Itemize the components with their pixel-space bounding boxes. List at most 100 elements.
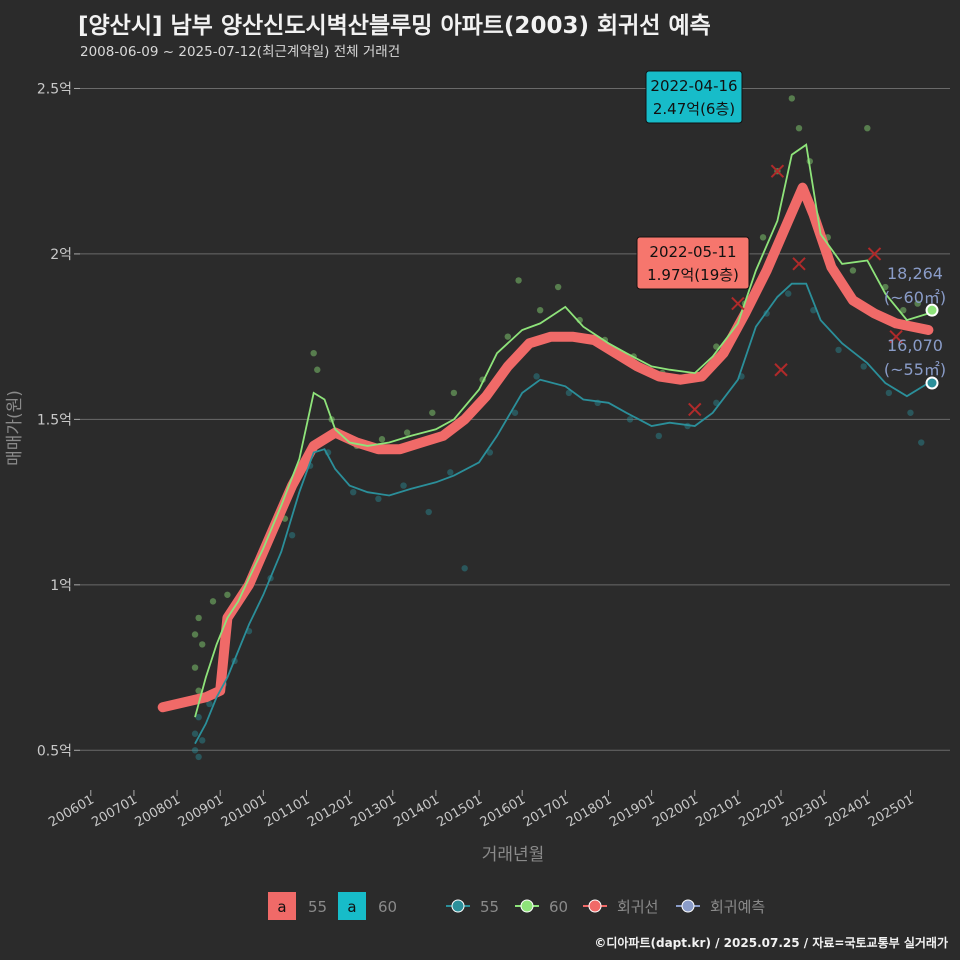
legend-line-label: 회귀예측 bbox=[710, 898, 765, 916]
legend-fill-label: 55 bbox=[308, 898, 327, 916]
end-label-price: 18,264 bbox=[887, 264, 943, 283]
scatter-point-60 bbox=[191, 631, 199, 638]
legend-line-dot bbox=[520, 899, 534, 913]
scatter-point-55 bbox=[918, 439, 925, 446]
outlier-mark bbox=[688, 402, 702, 417]
scatter-point-60 bbox=[378, 436, 386, 443]
end-label-area: (~60㎡) bbox=[884, 288, 946, 307]
callout-box bbox=[636, 236, 750, 290]
y-tick-label: 2.5억 bbox=[37, 81, 72, 97]
x-tick-labels: 2006012007012008012009012010012011012012… bbox=[46, 792, 916, 830]
series-lines bbox=[157, 143, 934, 745]
legend-fill-label: 60 bbox=[378, 898, 397, 916]
scatter-point-55 bbox=[713, 399, 720, 407]
x-tick-label: 201501 bbox=[435, 792, 485, 830]
legend-line-dot bbox=[588, 899, 602, 913]
scatter-point-60 bbox=[759, 234, 767, 241]
legend: a 55 a 60 55 60 회귀선 회귀예측 bbox=[268, 892, 765, 920]
y-axis-label: 매매가(원) bbox=[5, 390, 25, 466]
legend-line-dot bbox=[451, 899, 465, 913]
scatter-point-55 bbox=[486, 449, 494, 456]
scatter-point-55 bbox=[447, 469, 454, 476]
y-tick-label: 2억 bbox=[50, 247, 72, 263]
scatter-point-55 bbox=[860, 363, 867, 370]
scatter-point-55 bbox=[288, 532, 296, 539]
outlier-mark bbox=[731, 296, 745, 311]
scatter-point-55 bbox=[835, 346, 842, 354]
callout-value: 2.47억(6층) bbox=[653, 100, 735, 118]
x-tick-label: 202301 bbox=[780, 792, 830, 830]
callout-date: 2022-04-16 bbox=[650, 77, 737, 95]
legend-fill-swatch bbox=[268, 892, 296, 920]
scatter-point-60 bbox=[224, 591, 231, 598]
outlier-mark bbox=[774, 363, 788, 377]
x-tick-label: 201301 bbox=[348, 792, 398, 830]
x-tick-label: 201401 bbox=[391, 792, 441, 830]
outlier-mark bbox=[792, 257, 806, 271]
scatter-point-60 bbox=[199, 641, 206, 648]
scatter-point-55 bbox=[400, 482, 407, 489]
scatter-point-60 bbox=[195, 614, 202, 622]
scatter-point-60 bbox=[554, 283, 562, 291]
x-tick-label: 201901 bbox=[607, 792, 657, 830]
x-tick-label: 201801 bbox=[564, 792, 614, 830]
chart-title: [양산시] 남부 양산신도시벽산블루밍 아파트(2003) 회귀선 예측 bbox=[78, 13, 711, 39]
scatter-point-60 bbox=[450, 389, 458, 397]
scatter-point-55 bbox=[626, 416, 634, 423]
scatter-point-55 bbox=[511, 409, 519, 416]
scatter-point-60 bbox=[849, 267, 857, 274]
x-tick-label: 201101 bbox=[262, 792, 312, 830]
legend-line-label: 60 bbox=[549, 898, 568, 916]
scatter-point-60 bbox=[314, 366, 321, 373]
scatter-point-60 bbox=[403, 429, 411, 436]
x-axis-label: 거래년월 bbox=[482, 845, 545, 865]
scatter-point-55 bbox=[461, 565, 468, 572]
x-tick-label: 200601 bbox=[46, 792, 96, 830]
x-tick-label: 201201 bbox=[305, 792, 355, 830]
scatter-point-55 bbox=[206, 700, 213, 708]
scatter-point-55 bbox=[533, 373, 540, 380]
scatter-point-55 bbox=[907, 409, 914, 416]
scatter-point-55 bbox=[350, 488, 357, 496]
x-tick-label: 200701 bbox=[89, 792, 139, 830]
callout-value: 1.97억(19층) bbox=[647, 266, 739, 284]
annotation-marks: 2022-04-16 2.47억(6층) 2022-05-11 1.97억(19층) 1… bbox=[636, 70, 946, 417]
x-tick-label: 201701 bbox=[521, 792, 571, 830]
legend-fill-swatch bbox=[338, 892, 366, 920]
end-point-60 bbox=[925, 303, 939, 317]
scatter-point-55 bbox=[885, 389, 893, 397]
legend-fill-glyph: a bbox=[277, 898, 286, 916]
scatter-point-55 bbox=[191, 730, 199, 737]
end-label-price: 16,070 bbox=[887, 336, 943, 355]
x-tick-label: 202401 bbox=[823, 792, 873, 830]
regression-line bbox=[157, 182, 934, 713]
end-label-area: (~55㎡) bbox=[884, 360, 946, 379]
x-tick-label: 200901 bbox=[176, 792, 226, 830]
legend-line-dot bbox=[681, 899, 695, 913]
grid-lines bbox=[74, 87, 950, 796]
scatter-point-60 bbox=[914, 300, 921, 307]
scatter-point-55 bbox=[565, 389, 573, 397]
trend-line-60 bbox=[194, 143, 929, 718]
x-tick-label: 202101 bbox=[693, 792, 743, 830]
outlier-mark bbox=[889, 329, 903, 344]
scatter-point-60 bbox=[515, 277, 522, 284]
scatter-point-60 bbox=[429, 409, 436, 416]
x-tick-label: 201001 bbox=[219, 792, 269, 830]
scatter-point-60 bbox=[195, 687, 202, 694]
legend-line-label: 55 bbox=[480, 898, 499, 916]
footer-credit: ©디아파트(dapt.kr) / 2025.07.25 / 자료=국토교통부 실… bbox=[594, 936, 948, 950]
scatter-point-55 bbox=[785, 290, 792, 297]
end-point-55 bbox=[925, 376, 939, 390]
chart-subtitle: 2008-06-09 ~ 2025-07-12(최근계약일) 전체 거래건 bbox=[80, 44, 401, 60]
scatter-point-60 bbox=[900, 306, 907, 314]
outlier-mark bbox=[867, 247, 882, 261]
scatter-point-55 bbox=[810, 306, 817, 314]
scatter-point-60 bbox=[536, 306, 544, 314]
scatter-point-55 bbox=[375, 495, 382, 502]
scatter-point-55 bbox=[191, 747, 199, 754]
trend-line-55 bbox=[194, 282, 929, 745]
scatter-point-60 bbox=[191, 664, 199, 671]
scatter-point-60 bbox=[504, 333, 512, 340]
